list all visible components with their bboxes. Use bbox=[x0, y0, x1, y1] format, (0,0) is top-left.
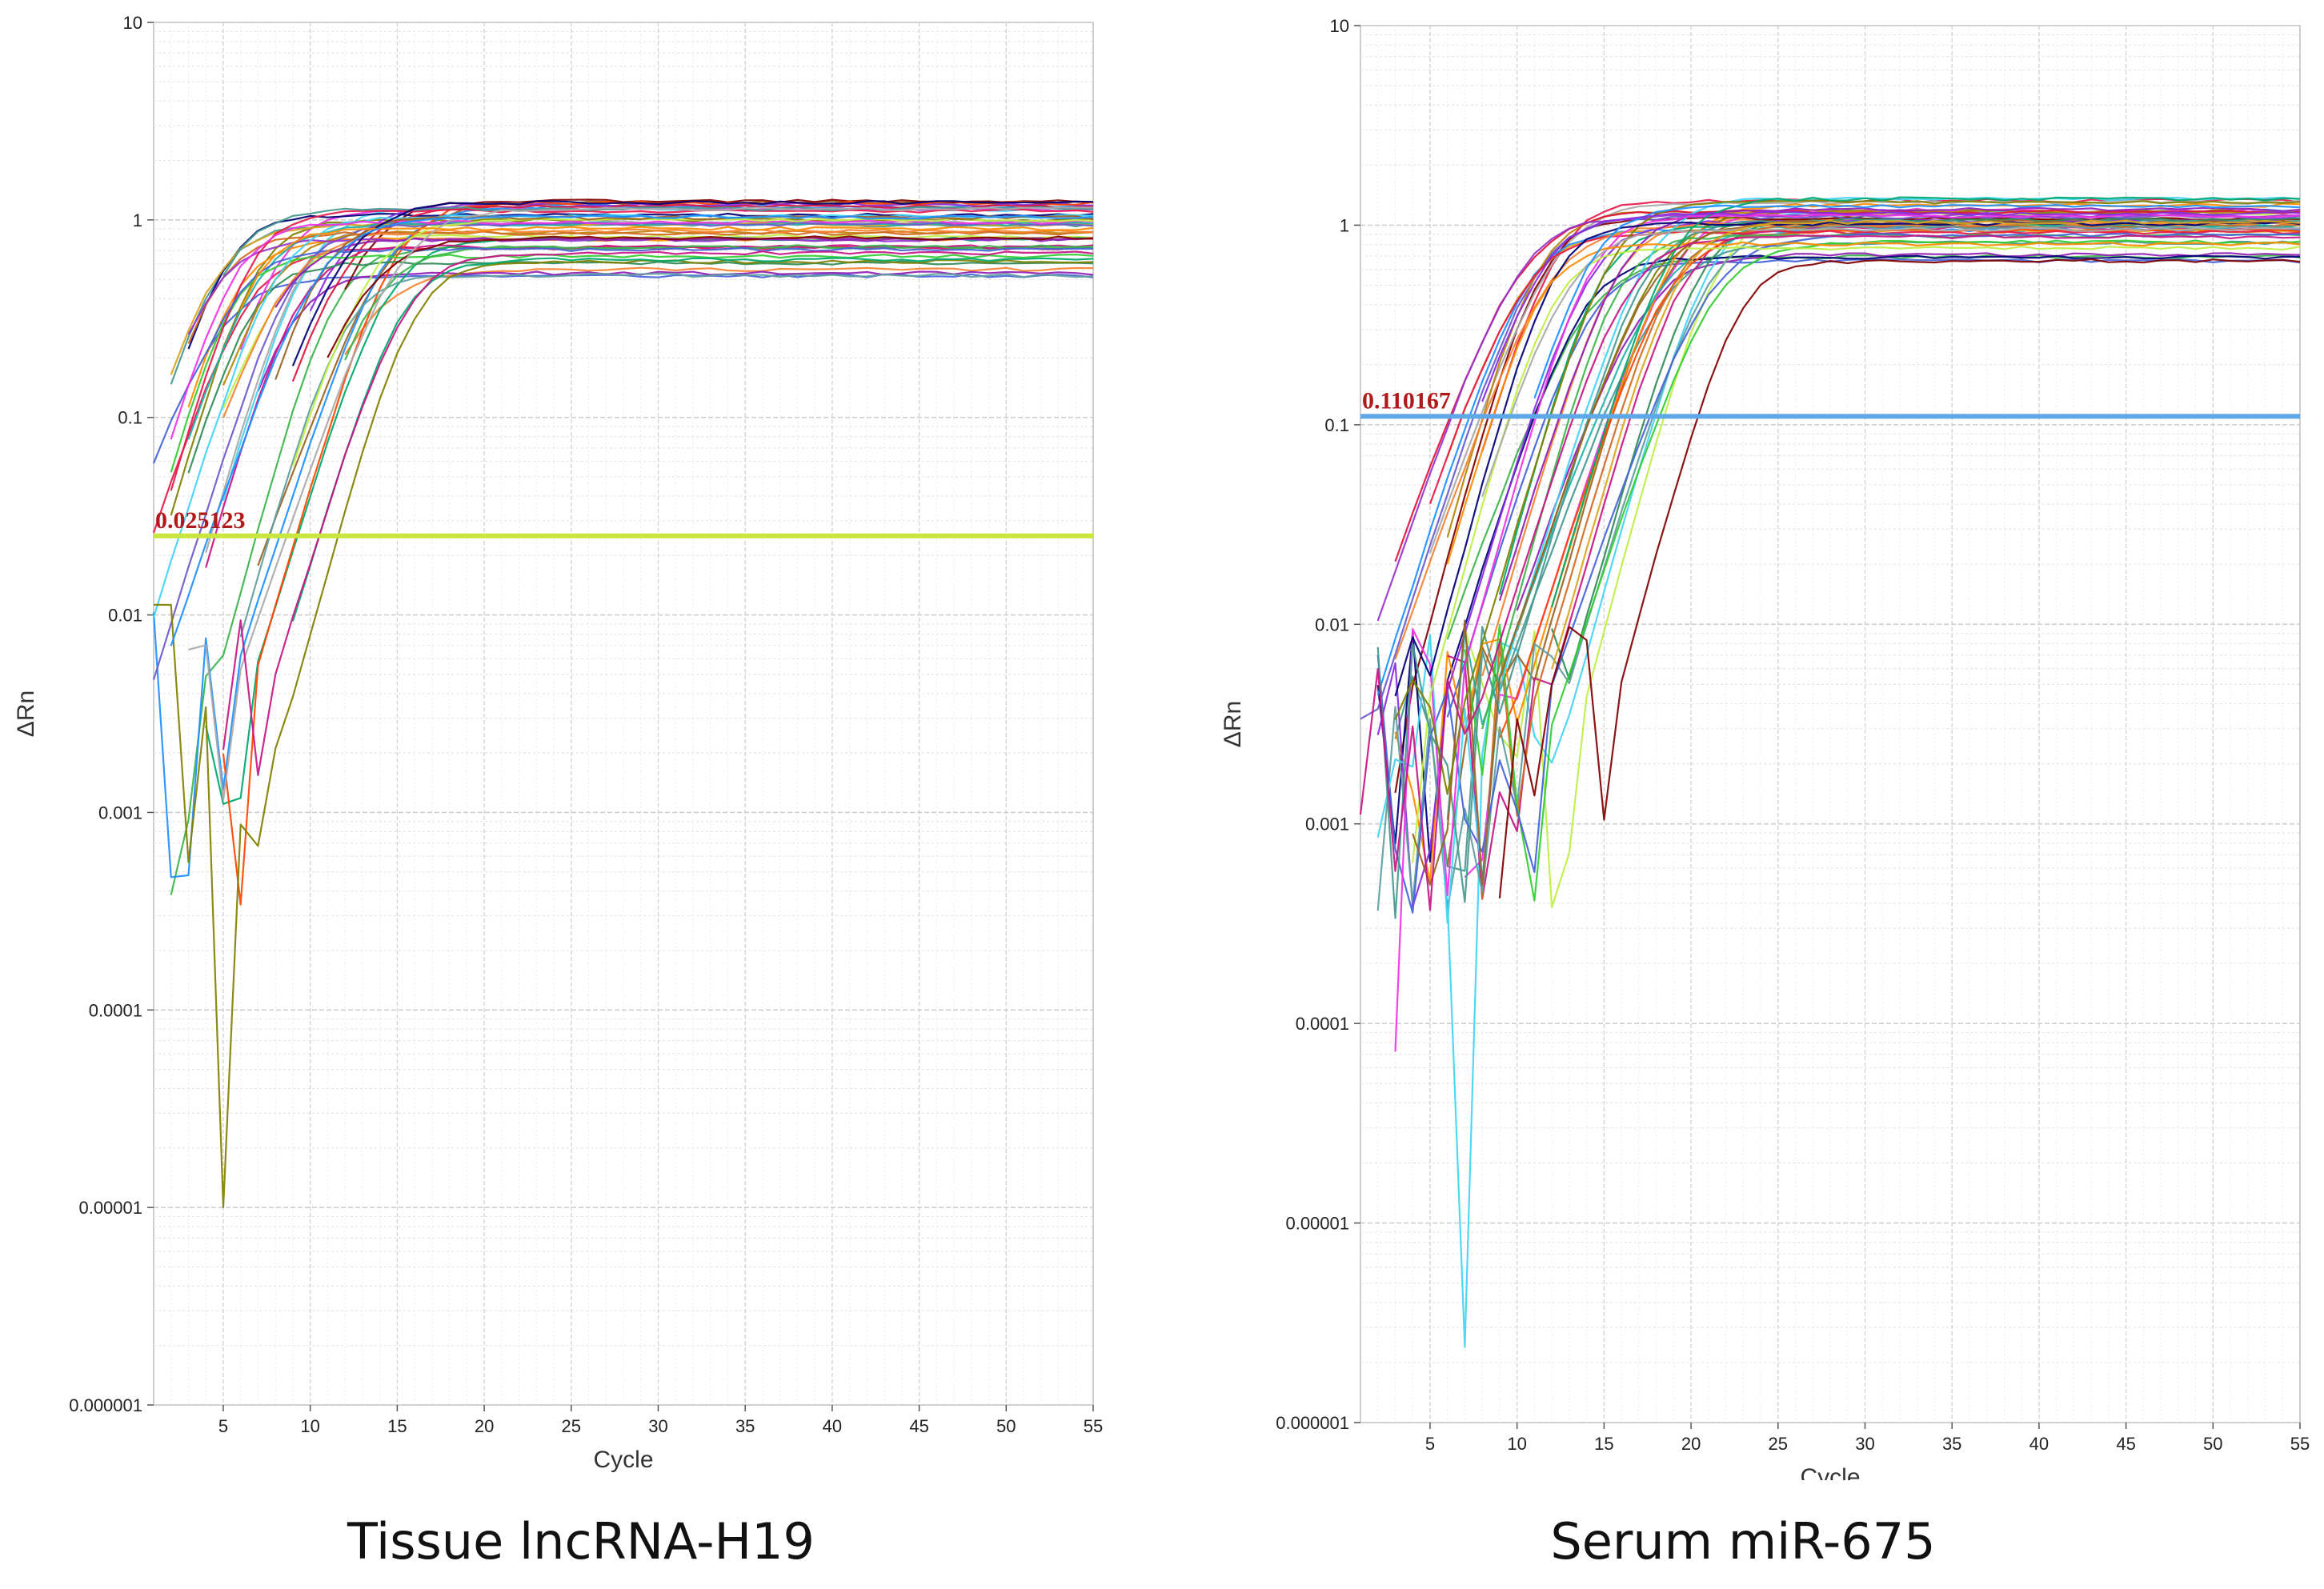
y-tick-label: 0.1 bbox=[1324, 415, 1349, 435]
x-tick-label: 15 bbox=[1594, 1434, 1613, 1454]
x-tick-label: 35 bbox=[735, 1416, 755, 1436]
x-tick-label: 30 bbox=[648, 1416, 667, 1436]
chart-panel-serum-mir-675: 10 1 0.1 0.01 0.001 0.0001 0.00001 0.000001 5 10 1… bbox=[1162, 0, 2324, 1589]
x-tick-label: 15 bbox=[387, 1416, 407, 1436]
amplification-curve bbox=[1498, 258, 2301, 899]
y-axis-title: ΔRn bbox=[13, 690, 39, 737]
x-tick-label: 55 bbox=[2290, 1434, 2310, 1454]
x-tick-label: 25 bbox=[562, 1416, 581, 1436]
amplification-curve bbox=[1551, 219, 2301, 670]
y-tick-label: 0.001 bbox=[98, 803, 142, 823]
x-tick-label: 5 bbox=[218, 1416, 228, 1436]
amplification-curve bbox=[239, 273, 1094, 638]
amplification-curve bbox=[327, 235, 1093, 358]
amplification-curve bbox=[222, 250, 1094, 776]
amplification-curve bbox=[188, 206, 1094, 801]
y-axis-title: ΔRn bbox=[1220, 701, 1246, 747]
amplification-curve bbox=[274, 215, 1094, 380]
y-tick-label: 0.000001 bbox=[1276, 1413, 1349, 1433]
y-tick-label: 10 bbox=[1330, 16, 1349, 36]
amplification-plot-tissue: 10 1 0.1 0.01 0.001 0.0001 0.00001 0.000001 5 10 1… bbox=[13, 13, 1103, 1473]
y-tick-label: 0.00001 bbox=[78, 1198, 142, 1218]
amplification-curve bbox=[1428, 230, 2301, 505]
y-tick-label: 10 bbox=[123, 13, 142, 33]
amplification-curve bbox=[1412, 246, 2301, 863]
amplification-curves bbox=[1359, 196, 2301, 1348]
y-tick-label: 0.01 bbox=[1315, 614, 1349, 634]
x-tick-label: 10 bbox=[300, 1416, 319, 1436]
amplification-curve bbox=[1464, 239, 2301, 902]
x-tick-label: 45 bbox=[909, 1416, 928, 1436]
y-tick-label: 0.0001 bbox=[1296, 1014, 1349, 1034]
y-tick-label: 0.001 bbox=[1305, 815, 1349, 835]
amplification-curve bbox=[1446, 241, 2301, 565]
y-tick-label: 1 bbox=[133, 210, 142, 230]
gridlines bbox=[154, 22, 1093, 1405]
amplification-curve bbox=[1376, 254, 2301, 863]
x-axis-title: Cycle bbox=[593, 1447, 653, 1473]
threshold-label: 0.025123 bbox=[155, 507, 246, 534]
y-tick-label: 1 bbox=[1340, 215, 1349, 235]
x-tick-label: 35 bbox=[1942, 1434, 1961, 1454]
chart-caption: Serum miR-675 bbox=[1550, 1512, 1936, 1571]
amplification-curve bbox=[1376, 225, 2301, 911]
amplification-curve bbox=[344, 244, 1094, 361]
amplification-curve bbox=[205, 246, 1093, 354]
amplification-curve bbox=[170, 214, 1094, 646]
x-tick-label: 25 bbox=[1769, 1434, 1788, 1454]
amplification-curve bbox=[1359, 234, 2301, 911]
x-tick-label: 10 bbox=[1507, 1434, 1526, 1454]
amplification-curve bbox=[170, 208, 1094, 491]
x-tick-label: 55 bbox=[1084, 1416, 1103, 1436]
threshold-label: 0.110167 bbox=[1362, 387, 1451, 414]
x-tick-label: 40 bbox=[823, 1416, 842, 1436]
amplification-curve bbox=[239, 226, 1094, 310]
amplification-curve bbox=[1394, 199, 2301, 795]
amplification-curve bbox=[1481, 211, 2301, 402]
amplification-curves bbox=[152, 198, 1094, 1208]
chart-panel-tissue-lncrna-h19: 10 1 0.1 0.01 0.001 0.0001 0.00001 0.000001 5 10 1… bbox=[13, 13, 1103, 1571]
x-axis-title: Cycle bbox=[1800, 1464, 1860, 1480]
amplification-curve bbox=[291, 200, 1094, 366]
amplification-curve bbox=[1394, 240, 2301, 872]
amplification-plot-serum: 10 1 0.1 0.01 0.001 0.0001 0.00001 0.000001 5 10 1… bbox=[1220, 16, 2310, 1480]
x-tick-label: 5 bbox=[1425, 1434, 1435, 1454]
y-tick-label: 0.00001 bbox=[1285, 1214, 1349, 1234]
y-tick-label: 0.1 bbox=[118, 408, 142, 428]
x-tick-label: 20 bbox=[475, 1416, 494, 1436]
amplification-curve bbox=[153, 259, 1094, 1208]
x-tick-label: 45 bbox=[2116, 1434, 2135, 1454]
amplification-curve bbox=[170, 254, 1094, 473]
chart-caption: Tissue lncRNA-H19 bbox=[347, 1512, 815, 1571]
x-tick-label: 50 bbox=[2203, 1434, 2222, 1454]
amplification-curve bbox=[222, 206, 1094, 277]
x-tick-label: 20 bbox=[1681, 1434, 1701, 1454]
y-tick-label: 0.0001 bbox=[89, 1000, 142, 1020]
x-tick-label: 50 bbox=[996, 1416, 1016, 1436]
amplification-curve bbox=[222, 228, 1093, 418]
y-tick-label: 0.01 bbox=[108, 606, 142, 626]
x-tick-label: 40 bbox=[2029, 1434, 2049, 1454]
amplification-curve bbox=[187, 260, 1094, 474]
amplification-curve bbox=[1533, 203, 2301, 398]
amplification-curve bbox=[1481, 226, 2301, 498]
amplification-curve bbox=[1498, 206, 2301, 601]
amplification-curve bbox=[187, 230, 1093, 344]
y-tick-label: 0.000001 bbox=[69, 1395, 142, 1415]
x-tick-label: 30 bbox=[1855, 1434, 1874, 1454]
